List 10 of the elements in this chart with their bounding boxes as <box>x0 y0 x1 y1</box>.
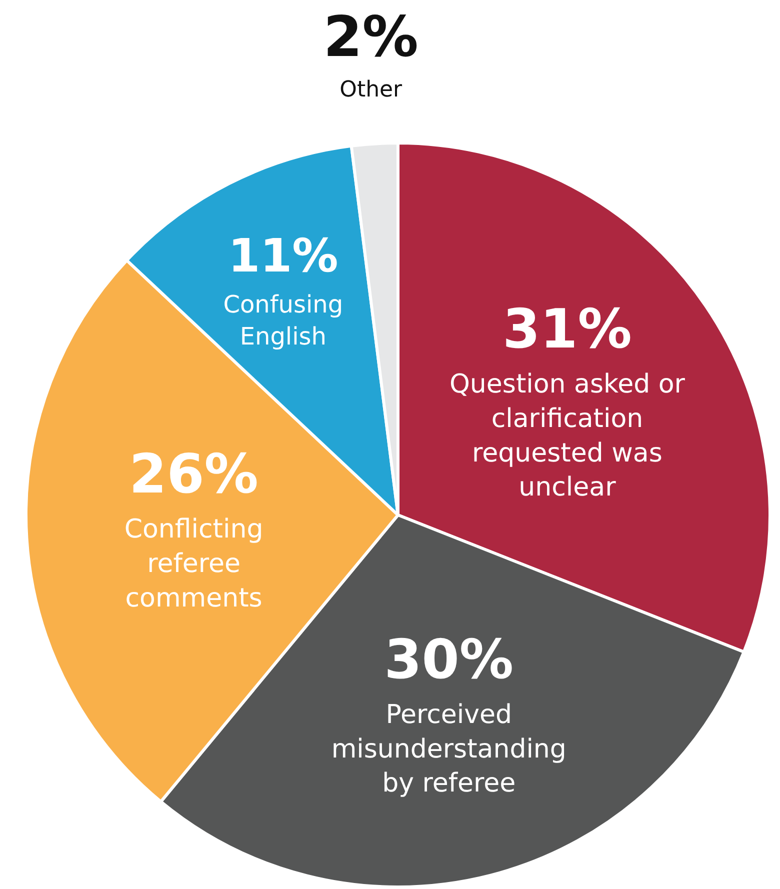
data-label: 31% <box>502 298 632 361</box>
slice-label: Conflicting referee comments <box>124 514 264 614</box>
slice-label: Question asked or clarification requested was unclear <box>449 370 686 503</box>
data-label: 2% <box>323 5 418 70</box>
slice-label: Other <box>340 77 404 102</box>
slice-label: Confusing English <box>223 290 344 350</box>
data-label: 30% <box>384 628 514 691</box>
data-label: 11% <box>228 228 338 283</box>
slice-label: Perceived misunderstanding by referee <box>331 700 566 799</box>
data-label: 26% <box>129 442 258 506</box>
